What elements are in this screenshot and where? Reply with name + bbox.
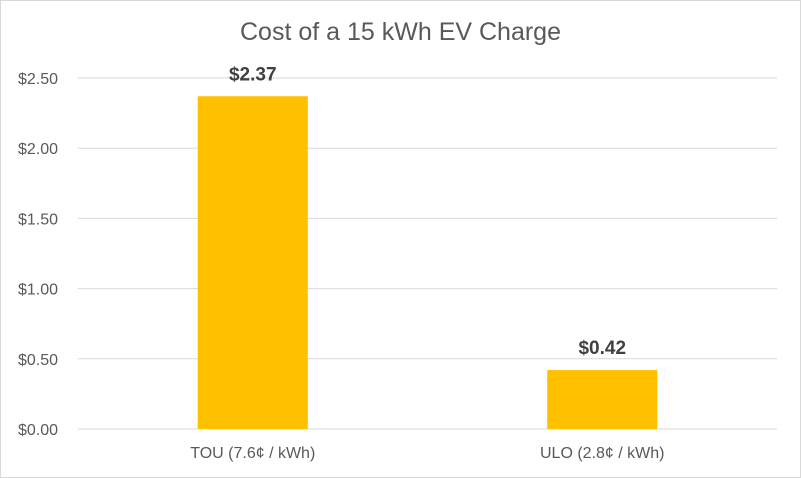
bar — [547, 370, 658, 429]
category-labels: TOU (7.6¢ / kWh) ULO (2.8¢ / kWh) — [190, 445, 664, 462]
y-tick-label: $1.00 — [18, 282, 58, 299]
chart-title: Cost of a 15 kWh EV Charge — [240, 18, 561, 46]
bar-data-label: $2.37 — [229, 64, 277, 85]
y-tick-label: $2.50 — [18, 71, 58, 88]
y-tick-label: $1.50 — [18, 211, 58, 228]
y-tick-label: $0.00 — [18, 422, 58, 439]
bar-data-label: $0.42 — [578, 338, 626, 359]
data-labels: $2.37 $0.42 — [229, 64, 626, 359]
bars — [197, 96, 658, 429]
category-label: ULO (2.8¢ / kWh) — [540, 445, 664, 462]
y-tick-label: $2.00 — [18, 141, 58, 158]
gridlines — [78, 77, 777, 430]
bar — [197, 96, 308, 429]
category-label: TOU (7.6¢ / kWh) — [190, 445, 315, 462]
y-tick-label: $0.50 — [18, 352, 58, 369]
y-axis-tick-labels: $0.00 $0.50 $1.00 $1.50 $2.00 $2.50 — [18, 71, 58, 439]
